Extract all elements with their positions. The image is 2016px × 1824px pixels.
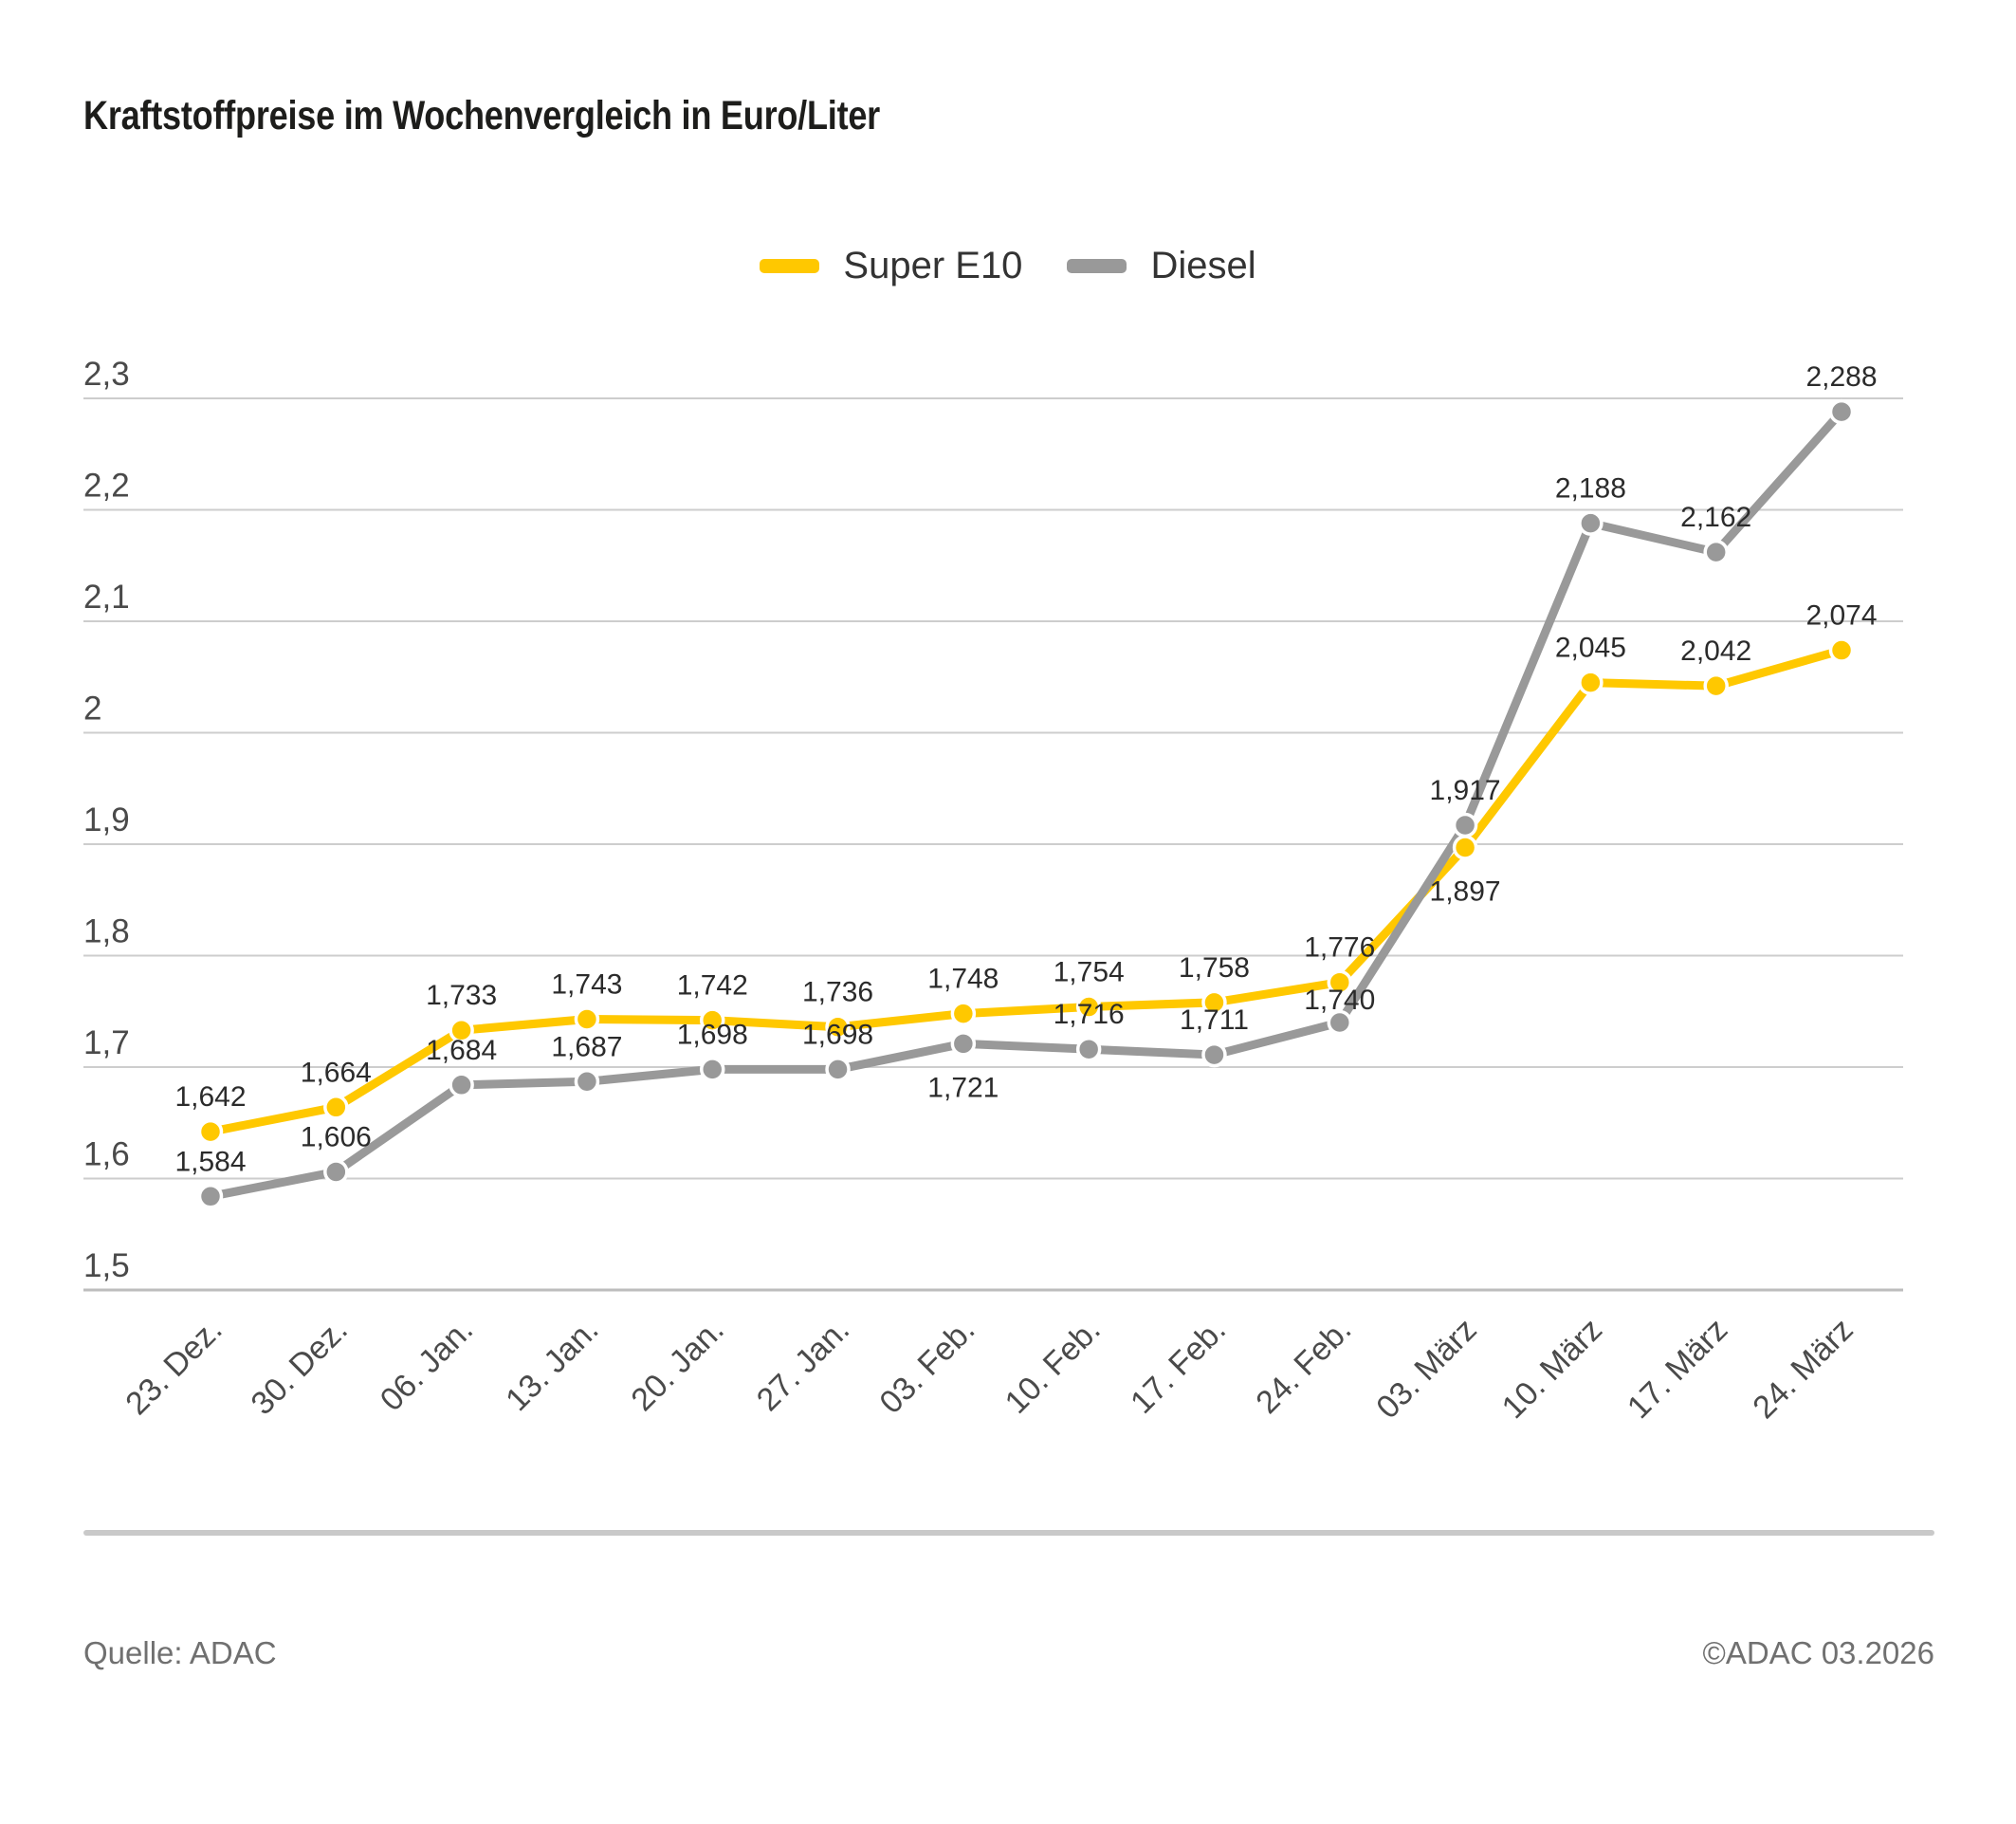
legend: Super E10 Diesel — [0, 243, 2016, 288]
data-label-super-e10: 1,736 — [802, 977, 873, 1008]
chart-title: Kraftstoffpreise im Wochenvergleich in E… — [83, 93, 880, 138]
data-label-super-e10: 1,776 — [1304, 932, 1375, 964]
data-label-super-e10: 1,642 — [174, 1081, 246, 1113]
data-point-super-e10 — [950, 1001, 977, 1026]
data-point-diesel — [574, 1069, 600, 1095]
data-label-super-e10: 2,042 — [1680, 636, 1751, 667]
data-label-super-e10: 1,754 — [1054, 957, 1125, 988]
data-point-diesel — [950, 1031, 977, 1057]
footer-divider — [83, 1530, 1934, 1536]
data-label-super-e10: 1,897 — [1430, 876, 1501, 908]
x-tick-label: 10. Feb. — [999, 1312, 1108, 1421]
data-point-diesel — [1452, 812, 1478, 838]
data-point-diesel — [1828, 398, 1855, 425]
x-tick-label: 17. März — [1621, 1312, 1734, 1426]
data-point-super-e10 — [574, 1006, 600, 1032]
y-tick-label: 1,5 — [83, 1247, 130, 1284]
data-point-super-e10 — [1327, 969, 1353, 995]
data-label-diesel: 1,716 — [1054, 999, 1125, 1030]
data-label-super-e10: 1,748 — [927, 964, 999, 995]
data-point-super-e10 — [449, 1017, 474, 1043]
y-tick-label: 1,7 — [83, 1024, 130, 1061]
legend-item-super-e10: Super E10 — [760, 247, 1022, 285]
data-label-diesel: 1,917 — [1430, 775, 1501, 806]
data-point-diesel — [1703, 539, 1729, 565]
data-label-diesel: 1,698 — [677, 1019, 748, 1050]
data-point-super-e10 — [323, 1095, 349, 1120]
data-point-diesel — [197, 1184, 224, 1209]
data-point-super-e10 — [1201, 989, 1227, 1016]
footer: Quelle: ADAC ©ADAC 03.2026 — [83, 1637, 1934, 1668]
series-line-super-e10 — [206, 646, 1846, 1136]
data-point-diesel — [825, 1057, 851, 1082]
data-point-diesel — [1201, 1041, 1227, 1068]
x-tick-label: 06. Jan. — [374, 1312, 480, 1418]
legend-label-diesel: Diesel — [1150, 245, 1256, 286]
data-label-diesel: 2,288 — [1805, 361, 1877, 393]
data-label-diesel: 1,721 — [927, 1072, 999, 1103]
data-label-diesel: 1,584 — [174, 1146, 246, 1177]
data-point-super-e10 — [1578, 670, 1604, 695]
x-tick-label: 03. Feb. — [872, 1312, 981, 1421]
x-tick-label: 24. Feb. — [1249, 1312, 1358, 1421]
x-tick-label: 10. März — [1495, 1312, 1609, 1426]
y-tick-label: 2,3 — [83, 356, 130, 393]
x-tick-label: 30. Dez. — [245, 1312, 355, 1422]
legend-item-diesel: Diesel — [1067, 245, 1256, 286]
data-label-super-e10: 1,733 — [426, 980, 497, 1011]
series-line-diesel — [206, 407, 1846, 1201]
data-point-diesel — [1578, 510, 1604, 536]
legend-label-super-e10: Super E10 — [843, 245, 1023, 286]
x-tick-label: 17. Feb. — [1124, 1312, 1233, 1421]
data-point-diesel — [1327, 1009, 1353, 1036]
y-tick-label: 2,1 — [83, 579, 130, 616]
data-point-super-e10 — [699, 1007, 725, 1033]
data-point-super-e10 — [825, 1014, 851, 1040]
data-label-diesel: 1,698 — [802, 1019, 873, 1050]
x-tick-label: 03. März — [1369, 1312, 1483, 1426]
data-label-diesel: 2,188 — [1555, 473, 1626, 505]
data-point-super-e10 — [197, 1118, 224, 1145]
y-tick-label: 1,8 — [83, 913, 130, 950]
x-tick-label: 20. Jan. — [624, 1312, 730, 1418]
legend-swatch-super-e10-icon — [760, 258, 820, 273]
data-label-super-e10: 1,742 — [677, 970, 748, 1002]
data-point-super-e10 — [1075, 994, 1102, 1020]
x-tick-label: 23. Dez. — [119, 1312, 229, 1422]
y-tick-label: 1,6 — [83, 1136, 130, 1173]
copyright-text: ©ADAC 03.2026 — [1702, 1635, 1934, 1670]
data-label-super-e10: 1,664 — [301, 1057, 372, 1088]
data-point-super-e10 — [1452, 835, 1478, 860]
data-label-super-e10: 1,758 — [1179, 952, 1250, 984]
data-point-diesel — [323, 1159, 349, 1185]
data-point-diesel — [1075, 1036, 1102, 1062]
data-point-super-e10 — [1703, 672, 1729, 699]
x-tick-label: 24. März — [1746, 1312, 1860, 1426]
x-tick-label: 13. Jan. — [499, 1312, 605, 1418]
data-label-diesel: 2,162 — [1680, 502, 1751, 533]
y-tick-label: 1,9 — [83, 801, 130, 838]
data-point-diesel — [699, 1057, 725, 1082]
legend-swatch-diesel-icon — [1067, 258, 1127, 273]
data-label-diesel: 1,711 — [1180, 1004, 1249, 1036]
data-label-super-e10: 2,045 — [1555, 633, 1626, 664]
data-point-diesel — [449, 1072, 474, 1098]
data-label-diesel: 1,740 — [1304, 985, 1375, 1016]
y-tick-label: 2,2 — [83, 468, 130, 505]
y-tick-label: 2 — [83, 691, 101, 728]
source-text: Quelle: ADAC — [83, 1635, 277, 1670]
data-label-super-e10: 2,074 — [1805, 600, 1877, 632]
data-label-diesel: 1,606 — [301, 1121, 372, 1152]
data-label-diesel: 1,687 — [551, 1031, 622, 1062]
data-label-diesel: 1,684 — [426, 1035, 497, 1066]
data-point-super-e10 — [1828, 637, 1855, 663]
data-label-super-e10: 1,743 — [551, 968, 622, 1000]
x-tick-label: 27. Jan. — [750, 1312, 856, 1418]
